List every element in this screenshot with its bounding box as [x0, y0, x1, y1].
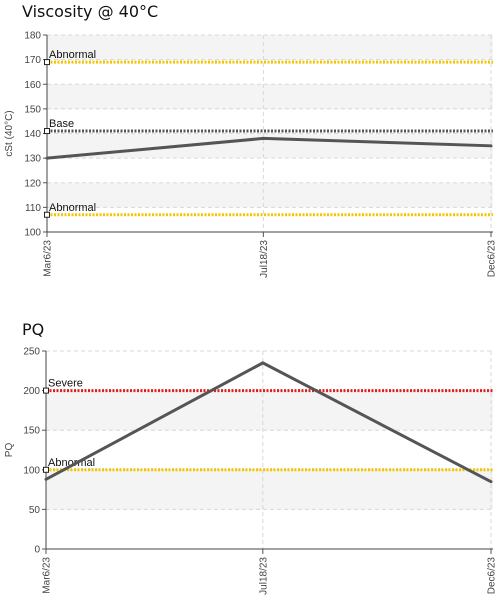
chart-title: PQ [22, 320, 45, 339]
reference-label: Abnormal [49, 49, 96, 61]
y-tick-label: 0 [34, 545, 40, 556]
x-tick-label: Dec6/23 [487, 557, 498, 595]
plot-band [47, 84, 493, 109]
y-tick-label: 150 [24, 104, 41, 115]
y-tick-label: 130 [24, 154, 41, 165]
series-line [44, 361, 493, 484]
viscosity-chart-svg: 100 110 120 130 140 150 160 170 180 Mar6/23 Jul18/… [4, 31, 498, 278]
y-tick-label: 100 [24, 228, 41, 239]
y-tick-label: 50 [29, 505, 41, 516]
y-tick-label: 110 [25, 203, 41, 214]
x-tick-label: Mar6/23 [43, 240, 54, 277]
reference-marker [43, 466, 49, 473]
reference-marker [44, 211, 50, 218]
plot-band [47, 35, 493, 60]
y-tick-label: 150 [23, 426, 40, 437]
pq-chart: PQ 0 50 100 150 200 250 Mar6/23 Jul18/23 Dec6/23… [0, 318, 501, 607]
x-tick-label: Mar6/23 [42, 557, 53, 594]
viscosity-chart: Viscosity @ 40°C 100 110 120 130 140 150 160 17… [0, 0, 501, 300]
y-tick-label: 140 [24, 129, 41, 140]
plot-band [47, 182, 493, 208]
y-tick-label: 170 [24, 55, 41, 66]
y-tick-label: 180 [24, 31, 41, 42]
y-axis-label: cSt (40°C) [4, 110, 15, 156]
y-tick-label: 250 [23, 347, 40, 358]
reference-label: Base [49, 118, 74, 130]
chart-title: Viscosity @ 40°C [22, 2, 159, 21]
plot-band [46, 390, 493, 431]
reference-marker [44, 128, 50, 135]
reference-label: Abnormal [49, 202, 96, 214]
y-tick-label: 200 [23, 386, 40, 397]
x-tick-label: Jul18/23 [259, 240, 270, 278]
plot-band [46, 469, 493, 510]
y-axis-label: PQ [4, 443, 15, 458]
reference-marker [44, 59, 50, 66]
x-tick-label: Jul18/23 [258, 557, 269, 595]
y-tick-label: 120 [24, 178, 41, 189]
y-tick-label: 160 [24, 80, 41, 91]
reference-label: Severe [48, 378, 83, 390]
y-tick-label: 100 [23, 465, 40, 476]
x-tick-label: Dec6/23 [487, 240, 498, 278]
reference-marker [43, 387, 49, 394]
series-line [45, 136, 493, 160]
pq-chart-svg: 0 50 100 150 200 250 Mar6/23 Jul18/23 Dec6/23 PQ S… [4, 347, 498, 595]
